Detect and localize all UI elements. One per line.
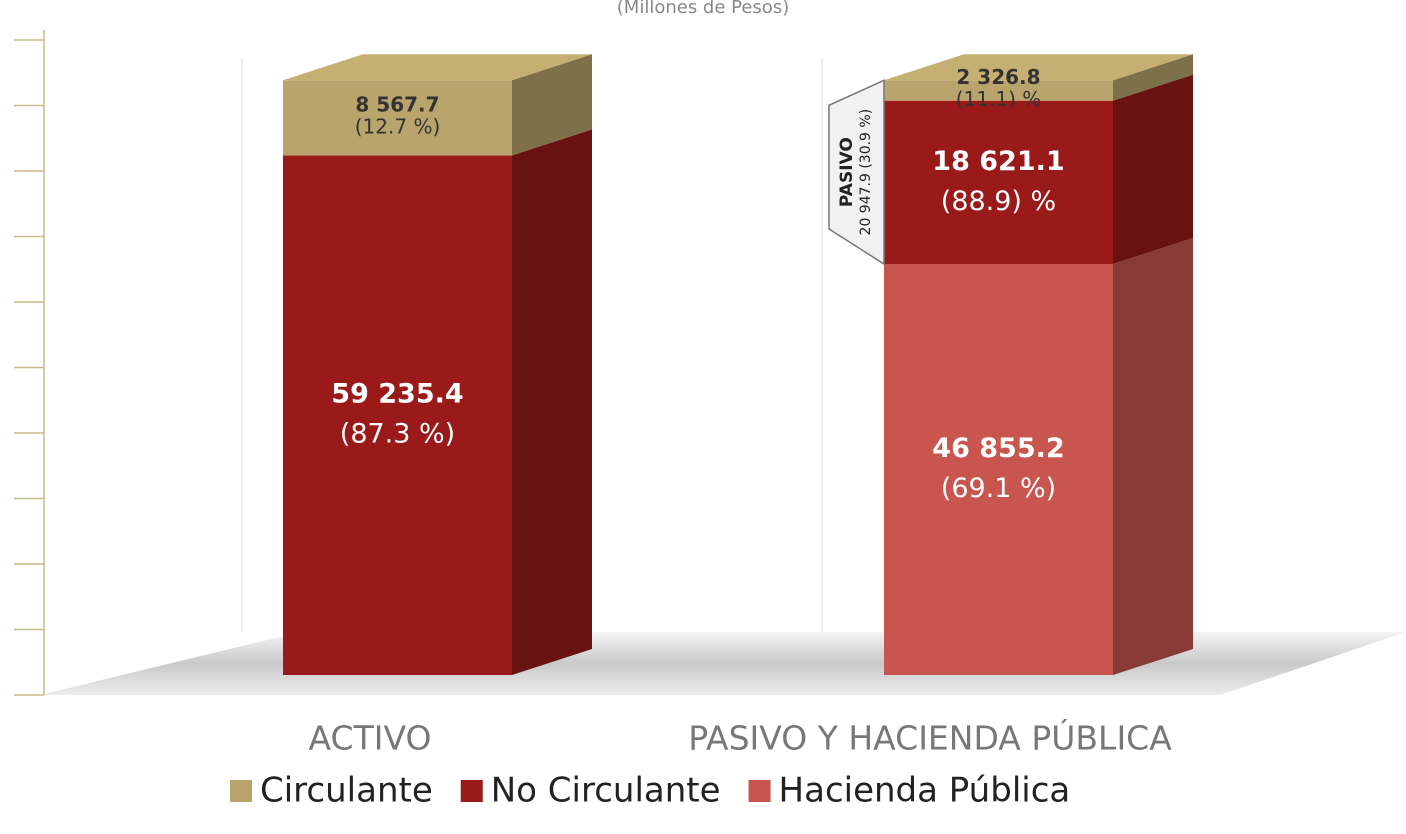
- bar-side: [1113, 54, 1193, 101]
- bar-top: [884, 54, 1193, 81]
- percent-label: (12.7 %): [355, 114, 441, 138]
- bar-top: [283, 54, 592, 81]
- legend-swatch: [748, 780, 771, 802]
- x-tick-label: PASIVO Y HACIENDA PÚBLICA: [688, 718, 1172, 758]
- bar-side: [1113, 74, 1193, 265]
- percent-label: (69.1 %): [941, 473, 1056, 504]
- legend-label: Circulante: [260, 771, 433, 811]
- value-label: 18 621.1: [932, 146, 1064, 177]
- value-label: 46 855.2: [932, 433, 1064, 464]
- value-label: 59 235.4: [331, 379, 463, 410]
- value-label: 2 326.8: [956, 65, 1040, 89]
- annotation-title: PASIVO: [837, 137, 857, 207]
- bar-segment: [884, 264, 1113, 675]
- bar-side: [512, 129, 592, 676]
- annotation-box: [828, 79, 885, 266]
- legend-swatch: [230, 780, 252, 802]
- legend-swatch: [460, 780, 483, 802]
- bar-segment: [283, 155, 512, 676]
- legend-label: No Circulante: [491, 771, 721, 811]
- bar-side: [512, 54, 592, 156]
- bar-segment: [884, 80, 1113, 101]
- value-label: 8 567.7: [355, 92, 439, 116]
- percent-label: (11.1) %: [956, 87, 1042, 111]
- legend-label: Hacienda Pública: [779, 771, 1071, 811]
- annotation-text: 20 947.9 (30.9 %): [858, 109, 874, 236]
- bar-segment: [283, 80, 512, 156]
- bar-side: [1113, 238, 1193, 676]
- percent-label: (87.3 %): [340, 419, 455, 450]
- x-tick-label: ACTIVO: [309, 719, 432, 758]
- percent-label: (88.9) %: [941, 186, 1056, 217]
- floor: [40, 632, 1406, 695]
- annotation: PASIVO 20 947.9 (30.9 %): [837, 109, 874, 236]
- bar-segment: [884, 100, 1113, 265]
- chart-title: (Millones de Pesos): [617, 0, 789, 18]
